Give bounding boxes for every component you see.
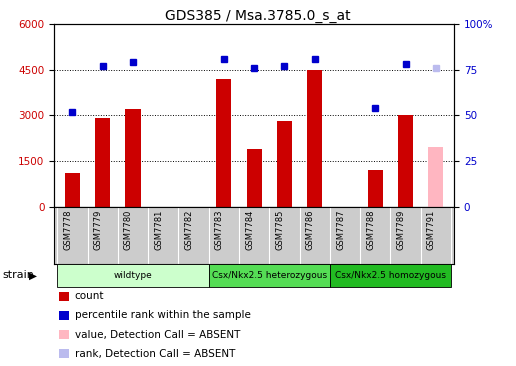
Bar [125, 109, 140, 207]
Bar [57, 264, 208, 287]
Text: wildtype: wildtype [114, 271, 152, 280]
Bar [368, 170, 383, 207]
Text: Csx/Nkx2.5 heterozygous: Csx/Nkx2.5 heterozygous [212, 271, 327, 280]
Bar [330, 264, 451, 287]
Text: GSM7779: GSM7779 [93, 210, 103, 250]
Bar [398, 115, 413, 207]
Text: count: count [75, 291, 104, 302]
Bar [428, 147, 443, 207]
Bar [307, 70, 322, 207]
Bar [208, 264, 330, 287]
Text: GDS385 / Msa.3785.0_s_at: GDS385 / Msa.3785.0_s_at [165, 9, 351, 23]
Text: GSM7780: GSM7780 [124, 210, 133, 250]
Text: GSM7784: GSM7784 [245, 210, 254, 250]
Bar [277, 122, 292, 207]
Text: Csx/Nkx2.5 homozygous: Csx/Nkx2.5 homozygous [335, 271, 446, 280]
Text: GSM7781: GSM7781 [154, 210, 163, 250]
Text: GSM7788: GSM7788 [366, 210, 375, 250]
Text: GSM7791: GSM7791 [427, 210, 436, 250]
Text: percentile rank within the sample: percentile rank within the sample [75, 310, 251, 321]
Text: GSM7789: GSM7789 [397, 210, 406, 250]
Bar [247, 149, 262, 207]
Text: GSM7783: GSM7783 [215, 210, 224, 250]
Bar [95, 118, 110, 207]
Bar [216, 79, 231, 207]
Text: GSM7778: GSM7778 [63, 210, 72, 250]
Text: GSM7785: GSM7785 [276, 210, 284, 250]
Text: value, Detection Call = ABSENT: value, Detection Call = ABSENT [75, 329, 240, 340]
Bar [65, 173, 80, 207]
Text: strain: strain [3, 270, 35, 280]
Text: GSM7782: GSM7782 [185, 210, 194, 250]
Text: rank, Detection Call = ABSENT: rank, Detection Call = ABSENT [75, 348, 235, 359]
Text: GSM7787: GSM7787 [336, 210, 345, 250]
Text: ▶: ▶ [29, 270, 38, 280]
Text: GSM7786: GSM7786 [305, 210, 315, 250]
